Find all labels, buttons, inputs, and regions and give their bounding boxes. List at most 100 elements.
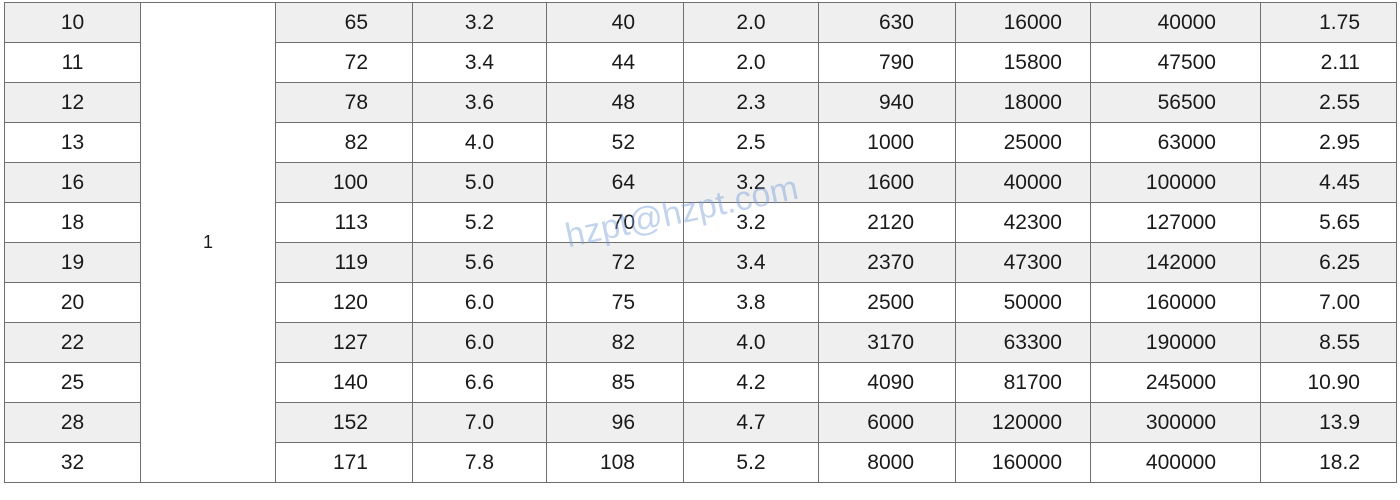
table-cell: 25000: [955, 122, 1091, 163]
table-cell: 152: [275, 402, 413, 443]
table-cell: 96: [546, 402, 684, 443]
table-cell: 100: [275, 162, 413, 203]
table-cell: 10: [4, 2, 141, 43]
table-row: 16 100 5.0 64 3.2 1600 40000 100000 4.45: [4, 162, 1397, 203]
table-cell: 3170: [818, 322, 956, 363]
table-cell: 4.7: [683, 402, 819, 443]
table-cell: 113: [275, 202, 413, 243]
table-cell: 3.4: [683, 242, 819, 283]
table-cell: 1600: [818, 162, 956, 203]
table-cell: 120000: [955, 402, 1091, 443]
table-cell: 300000: [1090, 402, 1261, 443]
table-cell: 160000: [1090, 282, 1261, 323]
table-cell: 2500: [818, 282, 956, 323]
table-cell: 19: [4, 242, 141, 283]
table-row: 20 120 6.0 75 3.8 2500 50000 160000 7.00: [4, 282, 1397, 323]
table-cell: 3.6: [412, 82, 547, 123]
table-cell: 3.8: [683, 282, 819, 323]
table-cell: 4090: [818, 362, 956, 403]
table-row: 32 171 7.8 108 5.2 8000 160000 400000 18.2: [4, 442, 1397, 483]
table-cell: 127000: [1090, 202, 1261, 243]
table-cell: 72: [275, 42, 413, 83]
table-cell: 5.0: [412, 162, 547, 203]
table-cell: 2.95: [1260, 122, 1397, 163]
table-cell: 790: [818, 42, 956, 83]
table-row: 11 72 3.4 44 2.0 790 15800 47500 2.11: [4, 42, 1397, 83]
table-cell: 3.2: [683, 162, 819, 203]
merged-cell: 1: [140, 2, 276, 483]
table-cell: 6000: [818, 402, 956, 443]
table-cell: 15800: [955, 42, 1091, 83]
table-cell: 3.2: [683, 202, 819, 243]
table-cell: 3.2: [412, 2, 547, 43]
table-cell: 4.2: [683, 362, 819, 403]
table-cell: 7.00: [1260, 282, 1397, 323]
table-cell: 1.75: [1260, 2, 1397, 43]
table-cell: 47300: [955, 242, 1091, 283]
table-cell: 2.55: [1260, 82, 1397, 123]
table-cell: 42300: [955, 202, 1091, 243]
table-row: 10 1 65 3.2 40 2.0 630 16000 40000 1.75: [4, 2, 1397, 483]
table-cell: 18000: [955, 82, 1091, 123]
table-cell: 142000: [1090, 242, 1261, 283]
table-cell: 120: [275, 282, 413, 323]
table-cell: 10.90: [1260, 362, 1397, 403]
table-cell: 44: [546, 42, 684, 83]
table-cell: 47500: [1090, 42, 1261, 83]
table-row: 18 113 5.2 70 3.2 2120 42300 127000 5.65: [4, 202, 1397, 243]
table-cell: 8.55: [1260, 322, 1397, 363]
table-cell: 4.0: [683, 322, 819, 363]
table-cell: 18: [4, 202, 141, 243]
table-cell: 940: [818, 82, 956, 123]
table-cell: 140: [275, 362, 413, 403]
table-cell: 11: [4, 42, 141, 83]
table-cell: 6.0: [412, 322, 547, 363]
table-cell: 64: [546, 162, 684, 203]
table-cell: 12: [4, 82, 141, 123]
table-row: 25 140 6.6 85 4.2 4090 81700 245000 10.90: [4, 362, 1397, 403]
table-cell: 3.4: [412, 42, 547, 83]
table-cell: 6.6: [412, 362, 547, 403]
table-cell: 13: [4, 122, 141, 163]
table-cell: 20: [4, 282, 141, 323]
table-cell: 4.45: [1260, 162, 1397, 203]
table-cell: 78: [275, 82, 413, 123]
table-cell: 2.0: [683, 42, 819, 83]
table-row: 19 119 5.6 72 3.4 2370 47300 142000 6.25: [4, 242, 1397, 283]
table-cell: 2370: [818, 242, 956, 283]
spec-table: 10 1 65 3.2 40 2.0 630 16000 40000 1.75 11 72 3.4 44 2…: [4, 2, 1397, 483]
table-cell: 70: [546, 202, 684, 243]
table-cell: 108: [546, 442, 684, 483]
table-cell: 5.2: [683, 442, 819, 483]
table-cell: 2120: [818, 202, 956, 243]
table-cell: 72: [546, 242, 684, 283]
table-cell: 171: [275, 442, 413, 483]
table-cell: 190000: [1090, 322, 1261, 363]
table-cell: 48: [546, 82, 684, 123]
table-cell: 127: [275, 322, 413, 363]
table-cell: 5.65: [1260, 202, 1397, 243]
table-cell: 2.5: [683, 122, 819, 163]
table-cell: 100000: [1090, 162, 1261, 203]
table-cell: 2.0: [683, 2, 819, 43]
table-cell: 6.25: [1260, 242, 1397, 283]
table-cell: 65: [275, 2, 413, 43]
table-cell: 25: [4, 362, 141, 403]
table-cell: 28: [4, 402, 141, 443]
table-cell: 7.0: [412, 402, 547, 443]
table-cell: 5.2: [412, 202, 547, 243]
table-body: 10 1 65 3.2 40 2.0 630 16000 40000 1.75 11 72 3.4 44 2…: [4, 2, 1397, 483]
table-cell: 50000: [955, 282, 1091, 323]
table-cell: 2.3: [683, 82, 819, 123]
table-cell: 82: [275, 122, 413, 163]
table-cell: 7.8: [412, 442, 547, 483]
table-cell: 22: [4, 322, 141, 363]
table-cell: 4.0: [412, 122, 547, 163]
table-cell: 400000: [1090, 442, 1261, 483]
table-cell: 630: [818, 2, 956, 43]
table-cell: 40000: [955, 162, 1091, 203]
table-cell: 82: [546, 322, 684, 363]
table-cell: 63300: [955, 322, 1091, 363]
table-cell: 56500: [1090, 82, 1261, 123]
table-cell: 75: [546, 282, 684, 323]
